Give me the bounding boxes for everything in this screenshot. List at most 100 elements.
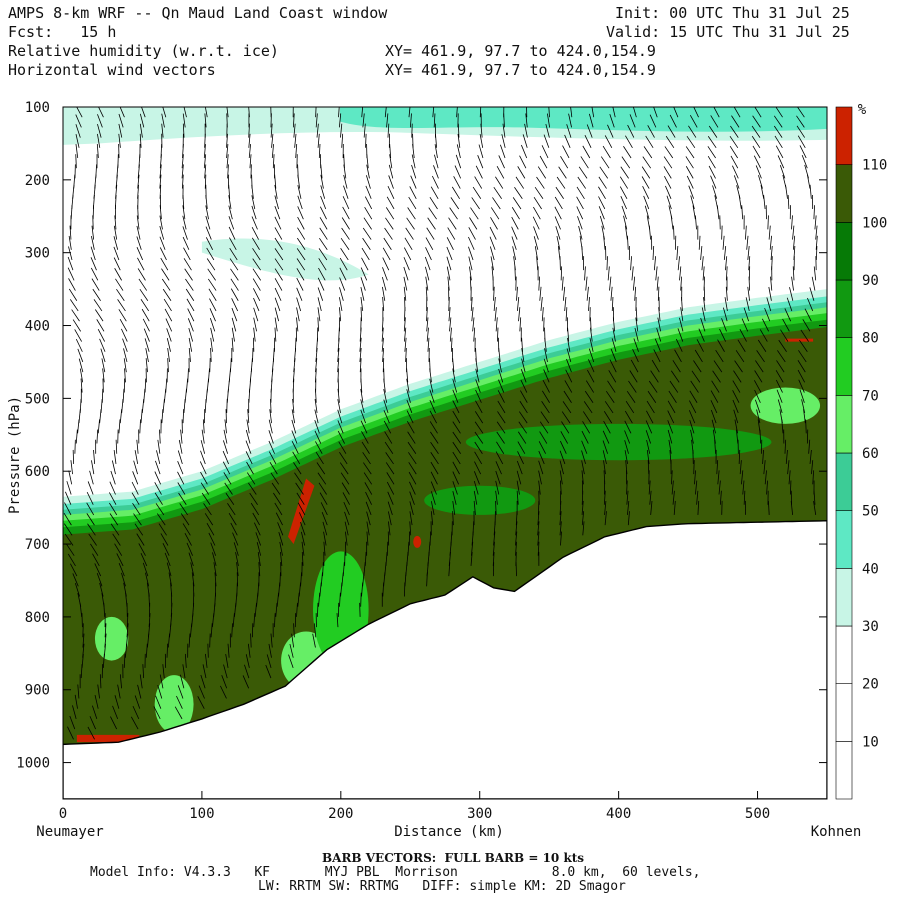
- wind-barb: [708, 165, 716, 179]
- wind-barb: [409, 113, 412, 128]
- wind-barb: [186, 542, 193, 556]
- wind-barb: [386, 472, 395, 485]
- wind-barb: [456, 144, 461, 159]
- wind-barb: [276, 592, 279, 607]
- wind-barb: [534, 186, 544, 200]
- wind-barb: [246, 472, 256, 485]
- wind-barb: [72, 573, 79, 587]
- wind-barb: [97, 328, 106, 342]
- wind-barb: [103, 107, 105, 108]
- wind-barb: [425, 247, 432, 261]
- wind-barb: [344, 541, 347, 556]
- wind-barb: [177, 450, 183, 465]
- wind-barb: [268, 440, 275, 454]
- wind-barb: [634, 327, 639, 342]
- wind-barb: [252, 278, 261, 291]
- wind-barb: [543, 358, 549, 373]
- wind-barb: [665, 135, 675, 149]
- wind-barb: [692, 205, 696, 220]
- wind-barb: [534, 246, 539, 261]
- wind-barb: [526, 107, 527, 108]
- wind-barb: [607, 380, 616, 393]
- wind-barb: [404, 337, 407, 352]
- wind-barb: [381, 276, 387, 291]
- wind-barb: [113, 225, 118, 240]
- wind-barb: [114, 543, 123, 556]
- wind-barb: [382, 286, 386, 301]
- wind-barb: [762, 318, 769, 332]
- wind-barb: [598, 196, 606, 210]
- wind-barb: [469, 217, 478, 230]
- wind-barb: [511, 236, 517, 250]
- wind-barb: [252, 288, 261, 301]
- wind-barb: [799, 339, 808, 352]
- wind-barb: [450, 197, 460, 210]
- wind-barb: [255, 532, 262, 546]
- wind-barb: [599, 215, 605, 230]
- wind-barb: [457, 123, 460, 138]
- wind-barb: [641, 166, 651, 179]
- wind-barb: [653, 256, 656, 271]
- wind-barb: [279, 541, 283, 556]
- wind-barb: [768, 286, 772, 301]
- wind-barb: [642, 156, 652, 169]
- wind-barb: [343, 164, 347, 179]
- wind-barb: [96, 319, 105, 332]
- wind-barb: [362, 113, 365, 128]
- wind-barb: [588, 348, 595, 363]
- wind-barb: [339, 307, 342, 322]
- wind-barb: [678, 107, 680, 108]
- colorbar-label: 60: [862, 446, 879, 462]
- wind-barb: [621, 156, 631, 169]
- wind-barb: [627, 511, 630, 526]
- wind-barb: [763, 195, 766, 210]
- wind-barb: [690, 429, 694, 444]
- wind-barb: [645, 430, 652, 444]
- wind-barb: [590, 327, 593, 342]
- wind-barb: [136, 225, 141, 240]
- wind-barb: [161, 278, 171, 291]
- wind-barb: [747, 286, 751, 301]
- wind-barb: [382, 582, 385, 597]
- wind-barb: [96, 429, 99, 444]
- wind-barb: [623, 146, 632, 159]
- wind-barb: [651, 359, 660, 373]
- wind-barb: [537, 521, 540, 536]
- wind-barb: [777, 399, 783, 414]
- wind-barb: [75, 338, 83, 352]
- wind-barb: [92, 288, 101, 301]
- wind-barb: [364, 206, 373, 220]
- wind-barb: [364, 196, 373, 210]
- colorbar-swatch: [835, 452, 853, 511]
- wind-barb: [318, 267, 326, 281]
- wind-barb: [758, 175, 763, 189]
- wind-barb: [746, 235, 749, 250]
- wind-barb: [520, 379, 528, 393]
- wind-barb: [265, 664, 272, 679]
- y-tick-label: 400: [25, 319, 50, 335]
- wind-barb: [318, 258, 327, 271]
- wind-barb: [540, 411, 550, 424]
- wind-barb: [521, 337, 523, 352]
- wind-barb: [564, 134, 571, 148]
- wind-barb: [581, 450, 586, 465]
- wind-barb: [691, 370, 701, 383]
- wind-barb: [789, 480, 792, 495]
- wind-barb: [646, 439, 651, 454]
- wind-barb: [516, 490, 519, 505]
- wind-barb: [791, 276, 794, 291]
- wind-barb: [155, 460, 161, 475]
- wind-barb: [751, 135, 761, 149]
- field-label-wind: Horizontal wind vectors: [8, 61, 216, 79]
- wind-barb: [478, 144, 484, 159]
- wind-barb: [230, 288, 239, 301]
- wind-barb: [136, 215, 140, 230]
- wind-barb: [536, 176, 545, 189]
- wind-barb: [541, 401, 550, 414]
- wind-barb: [182, 236, 190, 250]
- wind-barb: [134, 695, 141, 709]
- wind-barb: [741, 318, 749, 332]
- wind-barb: [448, 217, 457, 230]
- wind-barb: [385, 217, 394, 230]
- wind-barb: [567, 327, 570, 342]
